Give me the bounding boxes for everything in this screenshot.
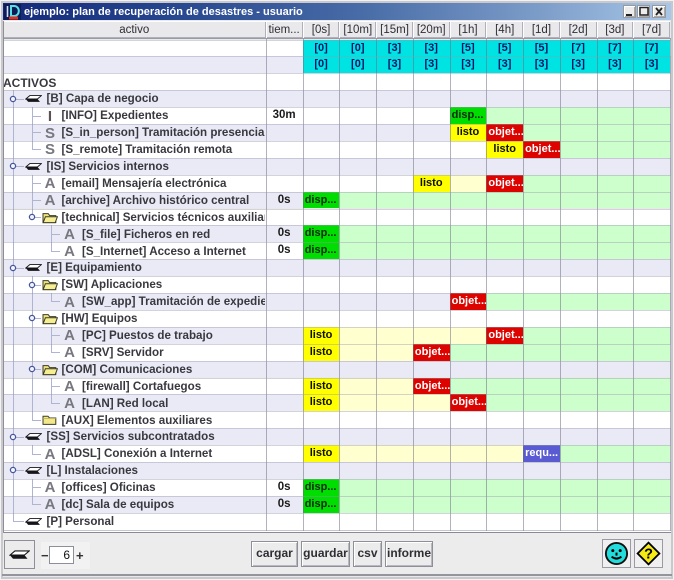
svg-text:?: ?: [644, 547, 653, 563]
